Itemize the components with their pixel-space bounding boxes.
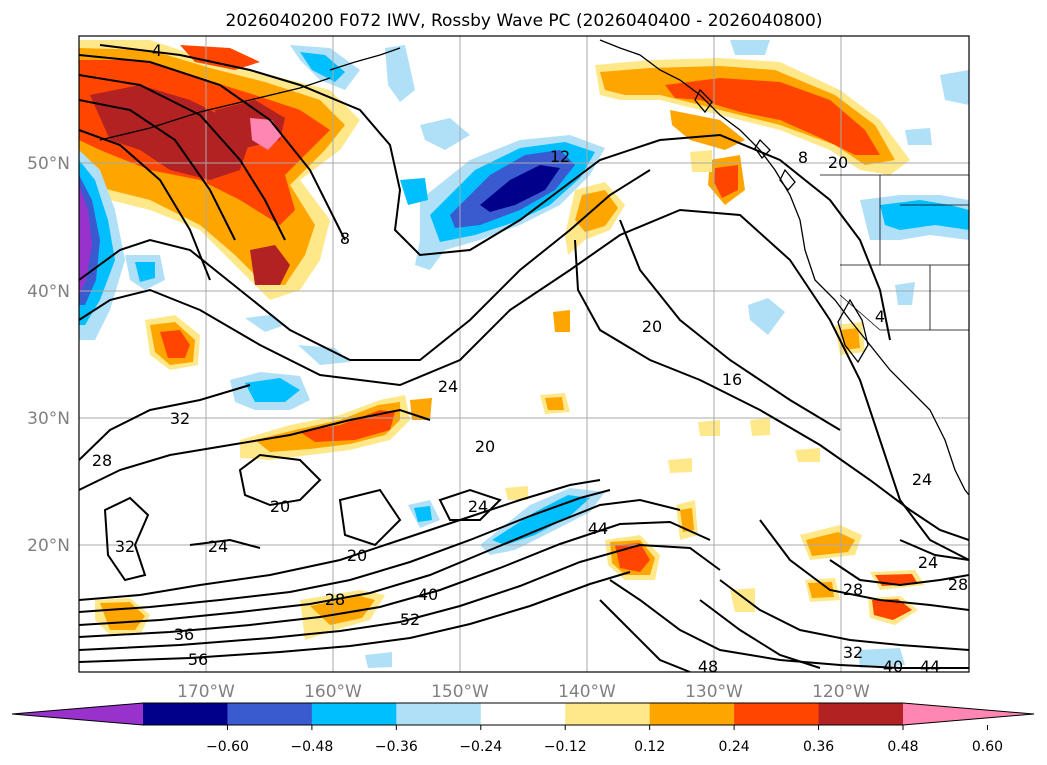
colorbar-tick-label: −0.48 [290,739,333,755]
contour-label: 4 [875,307,885,326]
lat-label: 50°N [27,154,70,174]
colorbar-tick-label: −0.12 [544,739,587,755]
contour-label: 40 [883,657,903,676]
colorbar-tick-label: −0.36 [375,739,418,755]
colorbar-swatch [143,703,228,725]
colorbar-tick-label: 0.12 [634,739,665,755]
colorbar-ticks: −0.60 −0.48 −0.36 −0.24 −0.12 0.12 0.24 0.36 0.4… [206,725,1003,755]
lat-label: 20°N [27,536,70,556]
contour-label: 24 [912,470,932,489]
negative-anomaly-subtropical-band [365,298,905,668]
contour-label: 8 [798,148,808,167]
contour-label: 28 [843,580,863,599]
lon-label: 130°W [685,682,743,702]
contour-label: 4 [152,41,162,60]
colorbar-extend-low [12,703,143,725]
latitude-labels: 50°N 40°N 30°N 20°N [27,154,70,556]
colorbar-tick-label: 0.48 [887,739,918,755]
colorbar: −0.60 −0.48 −0.36 −0.24 −0.12 0.12 0.24 0.36 0.4… [11,702,1035,755]
lat-label: 40°N [27,282,70,302]
lon-label: 140°W [558,682,616,702]
iwv-contours [79,44,969,672]
contour-label: 28 [92,451,112,470]
contour-label: 44 [920,657,940,676]
contour-label: 32 [115,537,135,556]
figure-title: 2026040200 F072 IWV, Rossby Wave PC (202… [226,11,823,31]
colorbar-tick-label: −0.60 [206,739,249,755]
map-frame [78,35,970,673]
colorbar-swatches [12,703,1034,725]
lon-label: 160°W [304,682,362,702]
map-plot: 4 8 8 12 20 16 4 32 28 20 24 20 24 20 24… [79,36,969,676]
contour-label: 24 [438,377,458,396]
contour-label: 52 [400,610,420,629]
negative-anomaly-west-edge [79,150,165,340]
contour-label: 32 [170,409,190,428]
contour-label: 20 [642,317,662,336]
contour-labels: 4 8 8 12 20 16 4 32 28 20 24 20 24 20 24… [92,41,968,676]
lon-label: 150°W [431,682,489,702]
contour-label: 36 [174,625,194,644]
positive-anomaly-gulf-of-alaska [595,58,910,205]
contour-label: 24 [918,553,938,572]
contour-label: 20 [347,546,367,565]
colorbar-tick-label: 0.36 [803,739,834,755]
contour-label: 8 [340,229,350,248]
contour-label: 24 [468,497,488,516]
negative-anomaly-western-us [730,40,969,305]
contour-label: 32 [843,643,863,662]
lat-label: 30°N [27,409,70,429]
contour-label: 56 [188,650,208,669]
colorbar-swatch [818,703,904,725]
contour-label: 28 [325,590,345,609]
lon-label: 120°W [812,682,870,702]
colorbar-tick-label: 0.24 [719,739,750,755]
colorbar-swatch [311,703,397,725]
contour-label: 20 [475,437,495,456]
coastlines [99,39,969,496]
contour-label: 12 [550,147,570,166]
contour-label: 20 [828,153,848,172]
colorbar-swatch [480,703,566,725]
colorbar-swatch [734,703,820,725]
contour-label: 20 [270,497,290,516]
contour-label: 44 [588,519,608,538]
lon-label: 170°W [177,682,235,702]
contour-label: 24 [208,537,228,556]
colorbar-extend-high [903,703,1034,725]
contour-label: 40 [418,585,438,604]
contour-label: 28 [948,575,968,594]
colorbar-tick-label: 0.60 [972,739,1003,755]
colorbar-swatch [649,703,735,725]
political-borders [820,174,969,331]
colorbar-tick-label: −0.24 [459,739,502,755]
longitude-labels: 170°W 160°W 150°W 140°W 130°W 120°W [177,682,870,702]
contour-label: 48 [698,657,718,676]
negative-anomaly-central-pacific [230,45,605,410]
colorbar-outline [11,702,1035,726]
contour-label: 16 [722,370,742,389]
colorbar-swatch [227,703,313,725]
colorbar-swatch [565,703,651,725]
colorbar-swatch [396,703,482,725]
